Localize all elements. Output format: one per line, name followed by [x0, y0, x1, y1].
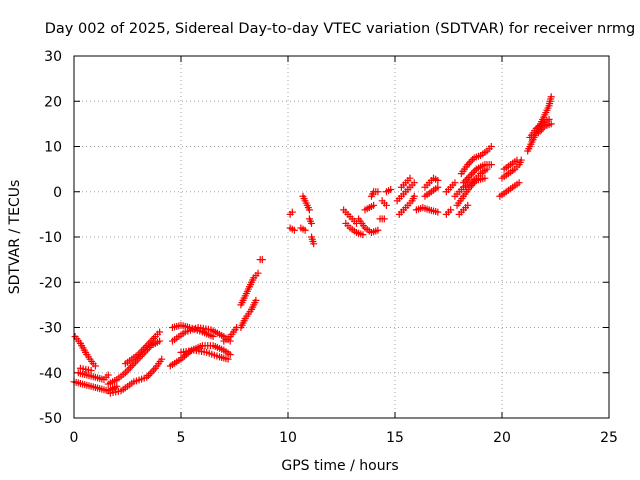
x-tick-label: 25	[600, 430, 618, 446]
data-point	[487, 143, 495, 150]
data-point	[87, 366, 95, 374]
x-tick-label: 5	[177, 430, 186, 446]
y-tick-label: -20	[39, 275, 62, 291]
data-point	[469, 169, 477, 177]
data-point	[538, 126, 546, 134]
y-tick-label: 20	[44, 94, 62, 110]
data-point	[434, 176, 442, 184]
data-point	[125, 365, 133, 373]
data-point	[374, 226, 382, 234]
x-axis-label: GPS time / hours	[281, 458, 398, 474]
data-point	[469, 180, 477, 188]
data-point	[434, 183, 442, 191]
data-point	[465, 159, 473, 167]
data-point	[146, 370, 154, 378]
data-point	[466, 183, 474, 191]
grid-lines	[74, 56, 609, 418]
y-tick-label: 10	[44, 140, 62, 156]
data-point	[459, 179, 467, 187]
data-point	[447, 206, 455, 214]
data-point	[305, 206, 313, 214]
chart-title: Day 002 of 2025, Sidereal Day-to-day VTE…	[45, 21, 636, 37]
data-point	[91, 362, 99, 370]
data-point	[434, 208, 442, 216]
data-points	[70, 93, 555, 397]
data-point	[374, 188, 382, 196]
data-point	[410, 192, 418, 200]
data-point	[471, 167, 479, 175]
data-point	[467, 157, 475, 165]
data-point	[113, 382, 121, 390]
data-point	[359, 231, 367, 239]
data-point	[150, 366, 158, 374]
data-point	[536, 127, 544, 135]
data-point	[464, 201, 472, 209]
data-point	[258, 256, 266, 264]
data-point	[156, 328, 164, 336]
data-point	[406, 174, 414, 182]
x-tick-label: 20	[493, 430, 511, 446]
data-point	[224, 355, 232, 363]
data-point	[382, 201, 390, 209]
data-point	[123, 367, 131, 375]
y-axis-label: SDTVAR / TECUs	[7, 180, 23, 295]
data-point	[481, 174, 489, 182]
plot-frame	[73, 55, 610, 419]
data-point	[254, 269, 262, 277]
data-point	[226, 351, 234, 359]
data-point	[387, 185, 395, 193]
data-point	[547, 120, 555, 128]
data-point	[487, 161, 495, 169]
x-tick-label: 15	[386, 430, 404, 446]
data-point	[410, 179, 418, 187]
data-point	[469, 156, 477, 164]
data-point	[209, 333, 217, 341]
data-point	[468, 182, 476, 190]
y-tick-label: -40	[39, 366, 62, 382]
data-point	[539, 124, 547, 132]
data-point	[288, 208, 296, 216]
data-point	[370, 201, 378, 209]
data-point	[466, 172, 474, 180]
data-point	[380, 215, 388, 223]
y-tick-label: -10	[39, 230, 62, 246]
data-point	[515, 179, 523, 187]
y-tick-label: -50	[39, 411, 62, 427]
data-point	[464, 161, 472, 169]
data-point	[513, 156, 521, 164]
data-point	[301, 226, 309, 234]
y-tick-label: 30	[44, 49, 62, 65]
data-point	[150, 334, 158, 342]
data-point	[463, 175, 471, 183]
x-tick-label: 0	[70, 430, 79, 446]
data-point	[308, 219, 316, 227]
data-point	[310, 240, 318, 248]
data-point	[461, 177, 469, 185]
data-point	[471, 178, 479, 186]
data-point	[156, 337, 164, 345]
data-point	[547, 93, 555, 101]
y-tick-label: -30	[39, 321, 62, 337]
y-tick-label: 0	[53, 185, 62, 201]
data-point	[158, 355, 166, 363]
x-tick-label: 10	[279, 430, 297, 446]
data-point	[534, 129, 542, 137]
data-point	[252, 296, 260, 304]
data-point	[148, 368, 156, 376]
data-point	[290, 226, 298, 234]
data-point	[104, 371, 112, 379]
data-point	[464, 174, 472, 182]
data-point	[451, 179, 459, 187]
data-point	[468, 170, 476, 178]
